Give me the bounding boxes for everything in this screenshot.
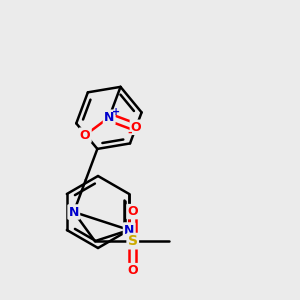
Text: O: O bbox=[80, 129, 91, 142]
Text: -: - bbox=[128, 127, 133, 137]
Text: O: O bbox=[128, 205, 138, 218]
Text: +: + bbox=[112, 107, 120, 117]
Text: O: O bbox=[131, 121, 142, 134]
Text: N: N bbox=[124, 224, 134, 236]
Text: N: N bbox=[104, 111, 114, 124]
Text: O: O bbox=[128, 264, 138, 277]
Text: N: N bbox=[69, 206, 79, 218]
Text: S: S bbox=[128, 234, 138, 248]
